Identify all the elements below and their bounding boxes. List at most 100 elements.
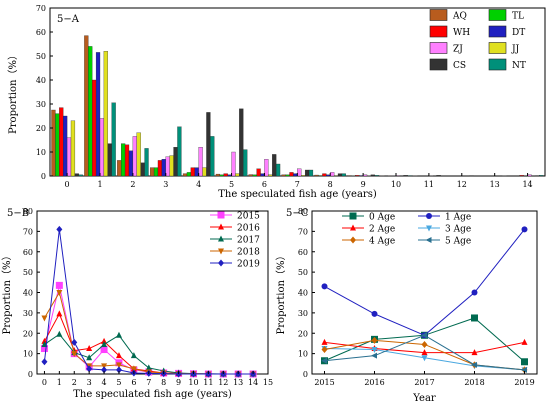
point-2017-age-7 <box>145 364 152 371</box>
bar-NT-age-3 <box>177 126 182 177</box>
legend-label-ZJ: ZJ <box>453 45 463 55</box>
legend-label-0-Age: 0 Age <box>369 213 395 223</box>
x-tick-label: 2015 <box>314 378 334 387</box>
y-tick-label: 50 <box>298 268 308 277</box>
point-5-Age-2018 <box>471 361 477 368</box>
x-tick-label: 6 <box>131 378 136 387</box>
x-axis-label: The speculated fish age (years) <box>218 189 377 200</box>
point-2019-age-0 <box>41 358 48 366</box>
y-axis-label: Proportion（%） <box>7 50 19 134</box>
bar-AQ-age-1 <box>84 35 89 177</box>
bar-JJ-age-6 <box>268 174 273 177</box>
bar-WH-age-2 <box>124 144 130 177</box>
legend-swatch-JJ <box>488 42 507 54</box>
point-1-Age-2018 <box>471 289 478 296</box>
legend-swatch-TL <box>488 9 507 21</box>
panel-label: 5−C <box>286 208 309 219</box>
bar-CS-age-5 <box>239 108 244 177</box>
bar-JJ-age-4 <box>202 167 207 177</box>
bar-NT-age-14 <box>539 175 544 177</box>
x-tick-label: 14 <box>522 180 532 189</box>
panel-label: 5−A <box>57 14 80 25</box>
bar-ZJ-age-1 <box>99 118 105 177</box>
x-tick-label: 7 <box>295 180 300 189</box>
bar-ZJ-age-3 <box>165 156 170 177</box>
bar-AQ-age-2 <box>117 160 122 177</box>
legend-label-NT: NT <box>512 61 526 71</box>
x-tick-label: 8 <box>328 180 333 189</box>
legend-marker-5-Age <box>425 237 432 243</box>
bar-WH-age-5 <box>223 173 228 177</box>
legend-label-2019: 2019 <box>237 260 260 270</box>
point-3-Age-2017 <box>421 355 428 362</box>
bar-ZJ-age-8 <box>330 172 335 177</box>
x-tick-label: 11 <box>203 378 213 387</box>
x-tick-label: 2019 <box>514 378 534 387</box>
point-3-Age-2016 <box>371 347 378 354</box>
y-tick-label: 70 <box>23 227 33 236</box>
x-tick-label: 9 <box>176 378 181 387</box>
bar-ZJ-age-9 <box>362 174 368 177</box>
point-2-Age-2019 <box>521 338 528 345</box>
panel-5c: 0 10 20 30 40 50 60 70 80 2015 2016 2017 2018 2019 Yea… <box>275 207 538 404</box>
point-1-Age-2016 <box>371 310 378 317</box>
y-tick-label: 40 <box>23 289 33 298</box>
bar-NT-age-5 <box>243 149 248 177</box>
legend-marker-1-Age <box>426 213 432 219</box>
y-tick-label: 60 <box>36 28 46 37</box>
point-2019-age-3 <box>86 365 93 373</box>
bar-TL-age-6 <box>252 174 257 177</box>
bar-CS-age-4 <box>206 112 211 177</box>
point-5-Age-2016 <box>371 352 377 359</box>
bar-DT-age-8 <box>326 174 331 177</box>
point-5-Age-2017 <box>421 332 427 339</box>
x-tick-label: 3 <box>163 180 168 189</box>
x-tick-label: 10 <box>391 180 401 189</box>
point-1-Age-2015 <box>321 283 328 290</box>
bar-JJ-age-2 <box>136 132 141 177</box>
point-4-Age-2015 <box>321 346 328 354</box>
bar-WH-age-6 <box>256 168 261 177</box>
legend-label-1-Age: 1 Age <box>445 213 471 223</box>
bar-WH-age-4 <box>190 167 195 177</box>
bar-AQ-age-5 <box>215 173 221 177</box>
legend-swatch-NT <box>488 58 507 71</box>
bar-WH-age-9 <box>355 175 360 177</box>
bar-DT-age-3 <box>161 159 166 177</box>
y-tick-label: 50 <box>23 268 33 277</box>
bar-DT-age-0 <box>63 115 68 177</box>
legend-swatch-ZJ <box>429 42 448 54</box>
y-tick-label: 0 <box>28 370 33 379</box>
bar-WH-age-8 <box>322 173 327 177</box>
x-tick-label: 10 <box>188 378 198 387</box>
bar-DT-age-5 <box>227 174 232 177</box>
point-5-Age-2019 <box>521 366 527 373</box>
point-2017-age-4 <box>101 340 108 347</box>
bar-TL-age-7 <box>285 174 290 177</box>
x-tick-label: 2 <box>130 180 135 189</box>
legend-label-5-Age: 5 Age <box>445 237 471 247</box>
point-2018-age-6 <box>130 366 137 373</box>
bar-TL-age-0 <box>55 113 60 177</box>
panel-label: 5−B <box>7 208 29 219</box>
x-axis-label: Year <box>412 393 436 404</box>
legend-marker-2017 <box>218 235 224 242</box>
x-tick-label: 2 <box>72 378 77 387</box>
y-tick-label: 30 <box>298 309 308 318</box>
y-tick-label: 40 <box>298 289 308 298</box>
y-tick-label: 60 <box>298 248 308 257</box>
bar-CS-age-2 <box>140 162 145 177</box>
point-0-Age-2019 <box>521 358 528 366</box>
y-tick-label: 50 <box>36 52 46 61</box>
legend-marker-2019 <box>218 259 224 267</box>
x-tick-label: 2016 <box>364 378 384 387</box>
bar-DT-age-6 <box>260 173 265 177</box>
y-tick-label: 20 <box>298 329 308 338</box>
y-tick-label: 0 <box>41 172 46 181</box>
x-tick-label: 13 <box>490 180 500 189</box>
point-2017-age-3 <box>86 354 93 361</box>
bar-WH-age-7 <box>289 172 294 177</box>
series-line-2015 <box>43 285 254 375</box>
bar-NT-age-2 <box>144 148 149 177</box>
